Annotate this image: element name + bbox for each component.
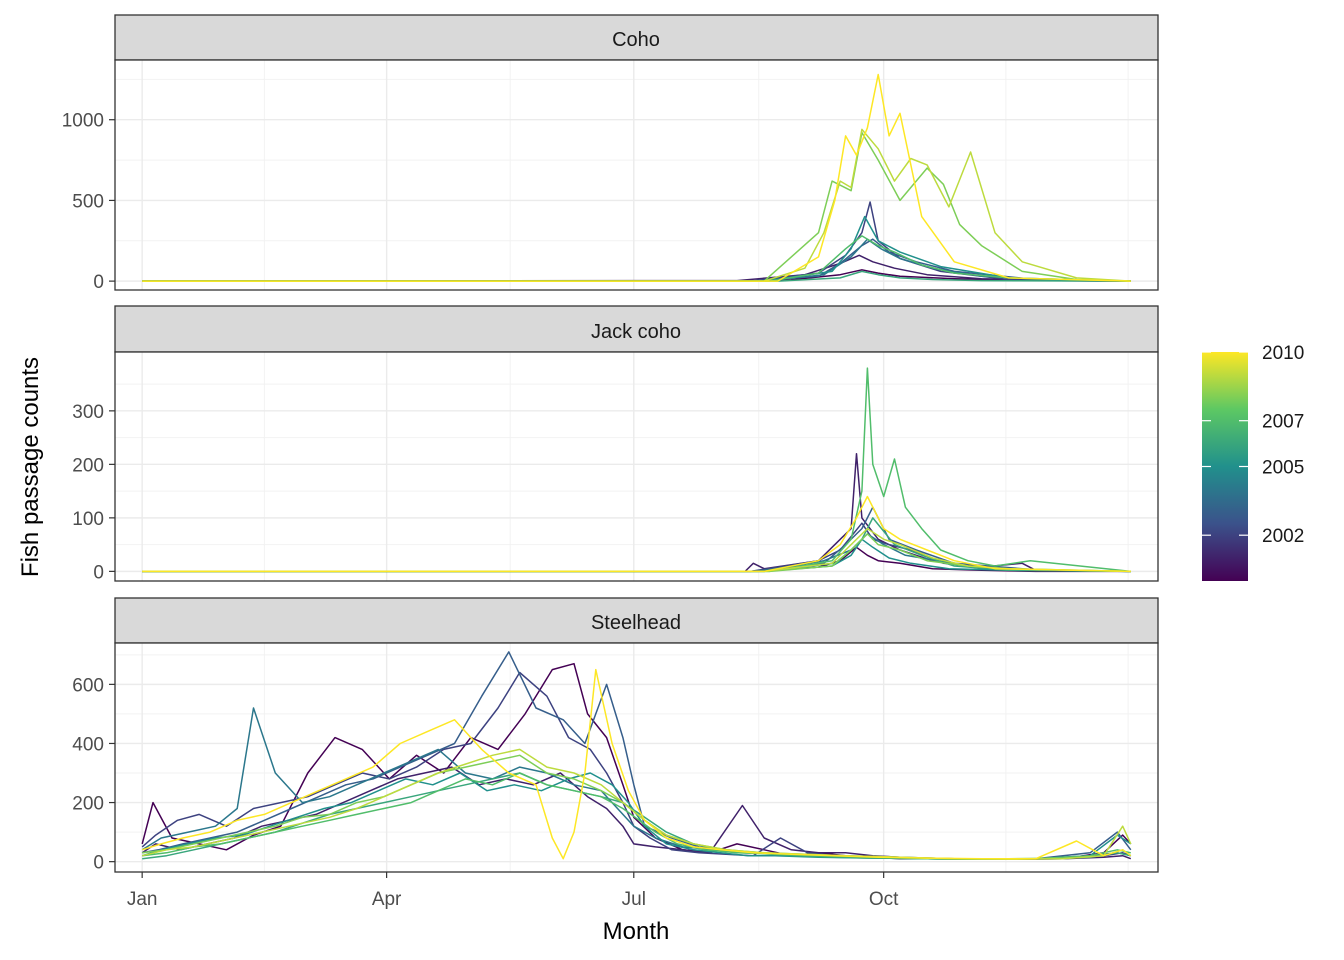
series-line-2009: [142, 527, 1131, 573]
panel-border: [114, 351, 1159, 582]
series-line-2006: [142, 270, 1131, 282]
y-tick-label: 500: [72, 191, 104, 212]
y-axis: 0 500 1000: [62, 111, 115, 293]
strip-background: [114, 14, 1159, 61]
y-tick-label: 200: [72, 794, 104, 815]
strip-background: [114, 305, 1159, 353]
panel-background: [115, 352, 1158, 581]
x-tick-label: Apr: [372, 889, 402, 910]
panel-border: [114, 59, 1159, 291]
strip-label: Jack coho: [591, 321, 681, 343]
series-lines: [142, 73, 1131, 282]
panel-background: [115, 60, 1158, 290]
y-tick-label: 300: [72, 402, 104, 423]
facet-panel: Jack coho 0 100 200 300: [72, 305, 1159, 583]
strip-label: Steelhead: [591, 612, 681, 634]
x-tick-label: Jul: [622, 889, 646, 910]
y-tick-label: 600: [72, 675, 104, 696]
facet-panel: Coho 0 500 1000: [62, 14, 1159, 293]
x-tick-label: Oct: [869, 889, 899, 910]
x-axis: Jan Apr Jul Oct: [127, 872, 899, 910]
colorbar-label: 2007: [1262, 412, 1304, 433]
y-axis-title: Fish passage counts: [17, 357, 44, 577]
y-tick-label: 400: [72, 734, 104, 755]
colorbar-label: 2010: [1262, 343, 1304, 364]
x-tick-label: Jan: [127, 889, 158, 910]
y-axis: 0 100 200 300: [72, 402, 115, 583]
panel-border: [114, 642, 1159, 873]
series-lines: [142, 367, 1131, 573]
y-tick-label: 200: [72, 455, 104, 476]
x-axis-title: Month: [603, 918, 670, 945]
strip-background: [114, 597, 1159, 644]
series-line-2010: [141, 668, 1132, 860]
gridlines: [115, 352, 1158, 581]
strip-label: Coho: [612, 29, 660, 51]
series-line-2007: [142, 235, 1131, 282]
y-axis: 0 200 400 600: [72, 675, 115, 874]
colorbar-label: 2005: [1262, 458, 1304, 479]
y-tick-label: 0: [93, 562, 104, 583]
panel-background: [115, 643, 1158, 872]
y-tick-label: 0: [93, 853, 104, 874]
series-line-2010: [142, 73, 1131, 282]
y-tick-label: 0: [93, 272, 104, 293]
series-line-2010: [142, 495, 1131, 573]
facet-panel: Steelhead 0 200 400 600: [72, 597, 1159, 874]
gridlines: [115, 643, 1158, 872]
colorbar-label: 2002: [1262, 526, 1304, 547]
series-line-2008: [142, 131, 1131, 282]
colorbar-ticks: 2002 2005 2007 2010: [1202, 343, 1304, 547]
y-tick-label: 1000: [62, 111, 104, 132]
series-line-2009: [142, 128, 1131, 282]
series-lines: [141, 651, 1132, 861]
series-line-2007: [142, 367, 1131, 573]
y-tick-label: 100: [72, 509, 104, 530]
colorbar-legend: 2002 2005 2007 2010: [1202, 343, 1304, 581]
